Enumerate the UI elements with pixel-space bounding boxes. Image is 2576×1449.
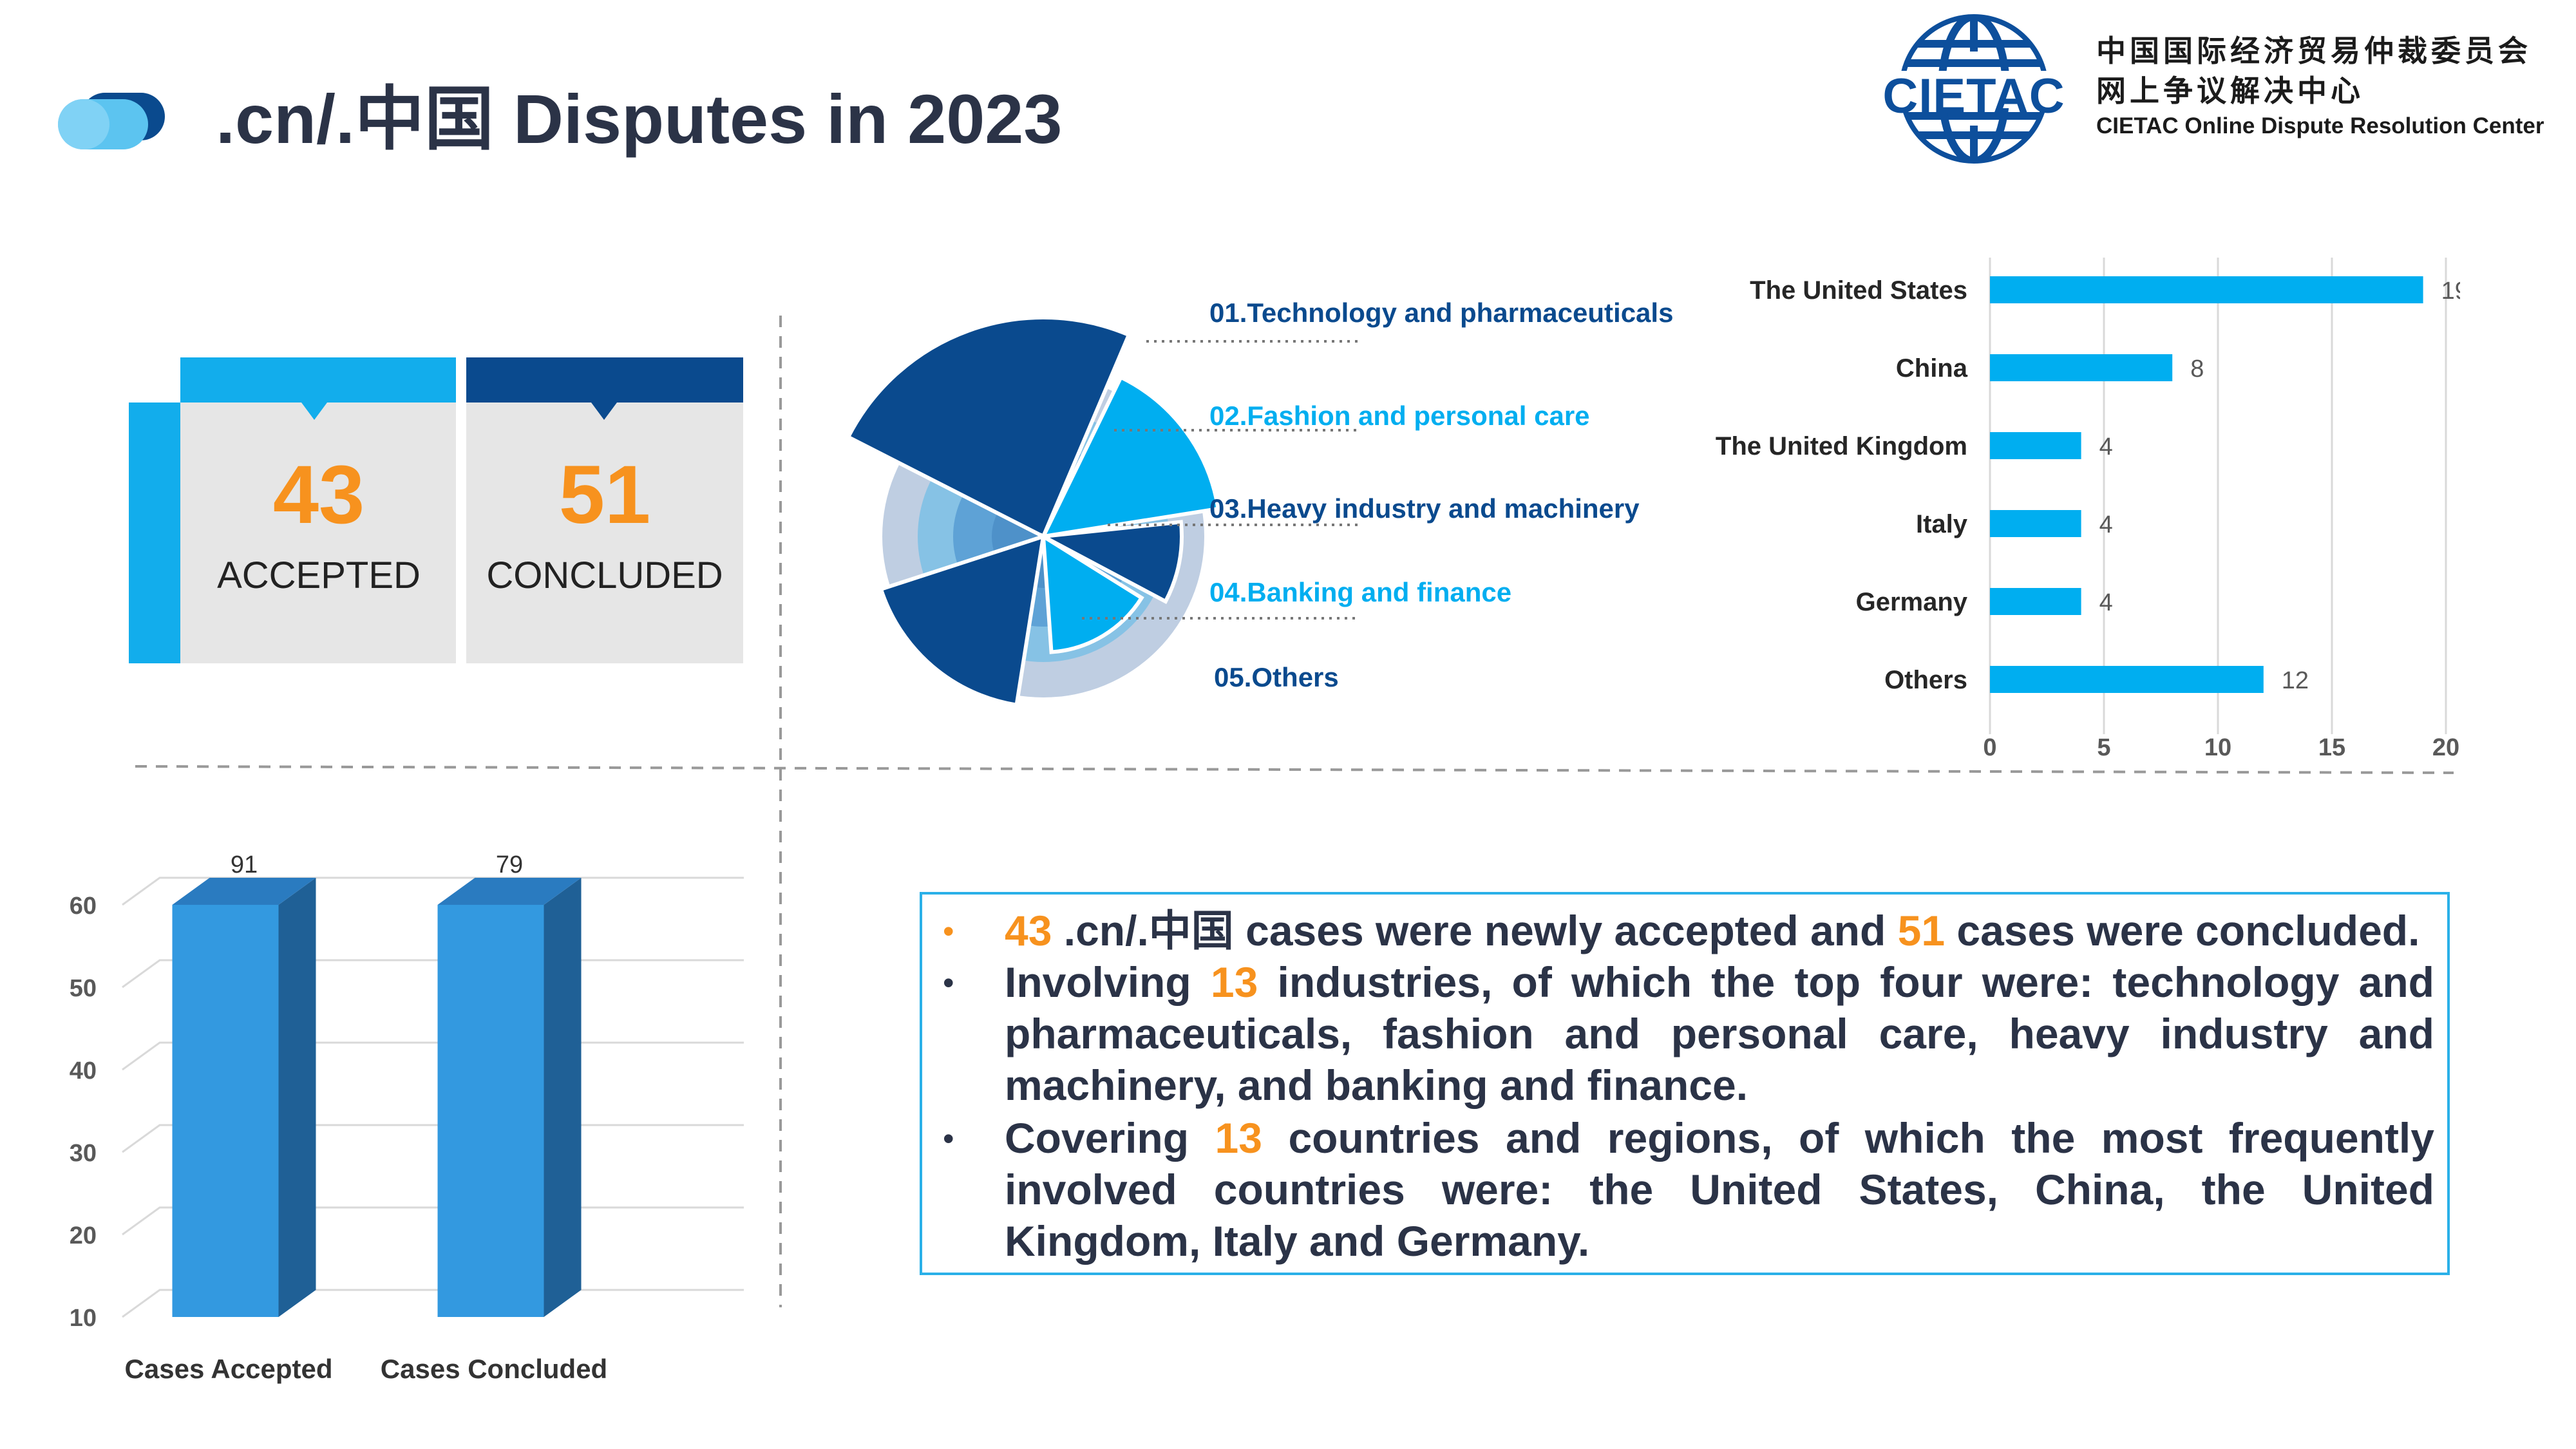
data-label-the-united-states: 19 <box>2441 278 2460 305</box>
industry-count: 13 <box>1210 958 1258 1006</box>
y-tick-label: 40 <box>70 1057 97 1084</box>
column-side-cases-concluded <box>544 878 582 1317</box>
data-label-china: 8 <box>2190 355 2204 383</box>
x-tick-label: 0 <box>1983 734 1996 761</box>
cietac-logo: CIETAC <box>1877 13 2070 164</box>
summary-text: Involving <box>1005 958 1211 1006</box>
bar-the-united-states <box>1990 276 2423 303</box>
org-name-cn-line2: 网上争议解决中心 <box>2096 74 2364 108</box>
y-tick-label: 50 <box>70 975 97 1002</box>
logo-text: CIETAC <box>1882 69 2065 124</box>
summary-bullet-1: 43 .cn/.中国 cases were newly accepted and… <box>1005 905 2434 956</box>
org-name-cn: 中国国际经济贸易仲裁委员会 网上争议解决中心 <box>2096 31 2532 111</box>
y-tick-label: 10 <box>70 1305 97 1332</box>
data-label-germany: 4 <box>2099 589 2113 616</box>
bar-germany <box>1990 588 2081 615</box>
summary-bullet-2: Involving 13 industries, of which the to… <box>1005 956 2434 1111</box>
industry-label-1: 01.Technology and pharmaceuticals <box>1209 298 1674 328</box>
industry-label-5: 05.Others <box>1214 662 1339 692</box>
summary-text: industries, of which the top four were: … <box>1005 958 2434 1109</box>
org-name-cn-line1: 中国国际经济贸易仲裁委员会 <box>2096 34 2532 68</box>
column-front-cases-concluded <box>437 905 544 1317</box>
bar-italy <box>1990 510 2081 537</box>
rose-sector-1 <box>850 316 1132 540</box>
rose-sector-3 <box>1036 520 1184 604</box>
y-tick-label: 30 <box>70 1140 97 1167</box>
industry-rose-chart <box>850 316 1359 708</box>
summary-text: .cn/.中国 cases were newly accepted and <box>1052 907 1898 954</box>
org-name-en: CIETAC Online Dispute Resolution Center <box>2096 113 2544 138</box>
bar-others <box>1990 666 2264 693</box>
summary-text: cases were concluded. <box>1945 907 2420 954</box>
rose-sector-5 <box>878 533 1046 708</box>
column-front-cases-accepted <box>172 905 279 1317</box>
y-tick-label: 20 <box>70 1222 97 1249</box>
summary-box: • 43 .cn/.中国 cases were newly accepted a… <box>920 892 2450 1275</box>
stat-cards: 43 ACCEPTED 51 CONCLUDED <box>129 354 747 667</box>
concluded-count: 51 <box>1897 907 1946 954</box>
data-label-italy: 4 <box>2099 511 2113 538</box>
stat-cards-background <box>129 357 743 663</box>
accepted-value: 43 <box>272 449 365 541</box>
industry-label-2: 02.Fashion and personal care <box>1209 401 1590 431</box>
x-tick-label: 5 <box>2097 734 2110 761</box>
column-top-cases-accepted <box>172 878 316 905</box>
summary-text: Covering <box>1005 1114 1215 1162</box>
bullet-dot: • <box>943 1121 954 1157</box>
rose-sector-4 <box>1041 533 1144 654</box>
category-label-the-united-states: The United States <box>1750 276 1967 305</box>
data-label-cases-accepted: 91 <box>231 851 258 878</box>
category-label-germany: Germany <box>1856 588 1968 616</box>
x-tick-label: 10 <box>2204 734 2231 761</box>
y-tick-label: 60 <box>70 893 97 920</box>
country-count: 13 <box>1215 1114 1262 1162</box>
accepted-count: 43 <box>1005 907 1052 954</box>
bullet-dot: • <box>943 913 954 949</box>
x-tick-label: 20 <box>2432 734 2459 761</box>
category-label-cases-concluded: Cases Concluded <box>381 1354 607 1384</box>
category-label-the-united-kingdom: The United Kingdom <box>1716 432 1967 460</box>
industry-label-4: 04.Banking and finance <box>1209 577 1512 607</box>
summary-text: countries and regions, of which the most… <box>1005 1114 2434 1265</box>
cases-column-chart: 10 20 30 40 50 60 91 Cases Accepted 79 Cases Conc… <box>70 851 744 1384</box>
column-side-cases-accepted <box>278 878 316 1317</box>
bar-china <box>1990 354 2173 381</box>
title-bullet-icon <box>57 90 169 151</box>
category-label-italy: Italy <box>1916 510 1968 538</box>
concluded-value: 51 <box>558 449 651 541</box>
data-label-the-united-kingdom: 4 <box>2099 433 2113 460</box>
concluded-label: CONCLUDED <box>486 554 723 596</box>
data-label-cases-concluded: 79 <box>496 851 523 878</box>
column-top-cases-concluded <box>437 878 582 905</box>
bullet-dot: • <box>943 965 954 1001</box>
country-bar-chart: 0 5 10 15 20 The United States 19 China 8 The Uni… <box>1716 258 2460 761</box>
x-tick-label: 15 <box>2318 734 2345 761</box>
category-label-others: Others <box>1884 666 1967 694</box>
summary-bullet-3: Covering 13 countries and regions, of wh… <box>1005 1112 2434 1267</box>
data-label-others: 12 <box>2282 667 2309 694</box>
category-label-china: China <box>1896 354 1968 383</box>
industry-label-3: 03.Heavy industry and machinery <box>1209 493 1640 524</box>
category-label-cases-accepted: Cases Accepted <box>125 1354 333 1384</box>
accepted-label: ACCEPTED <box>217 554 421 596</box>
page-title: .cn/.中国 Disputes in 2023 <box>216 80 1063 158</box>
bar-the-united-kingdom <box>1990 432 2081 459</box>
